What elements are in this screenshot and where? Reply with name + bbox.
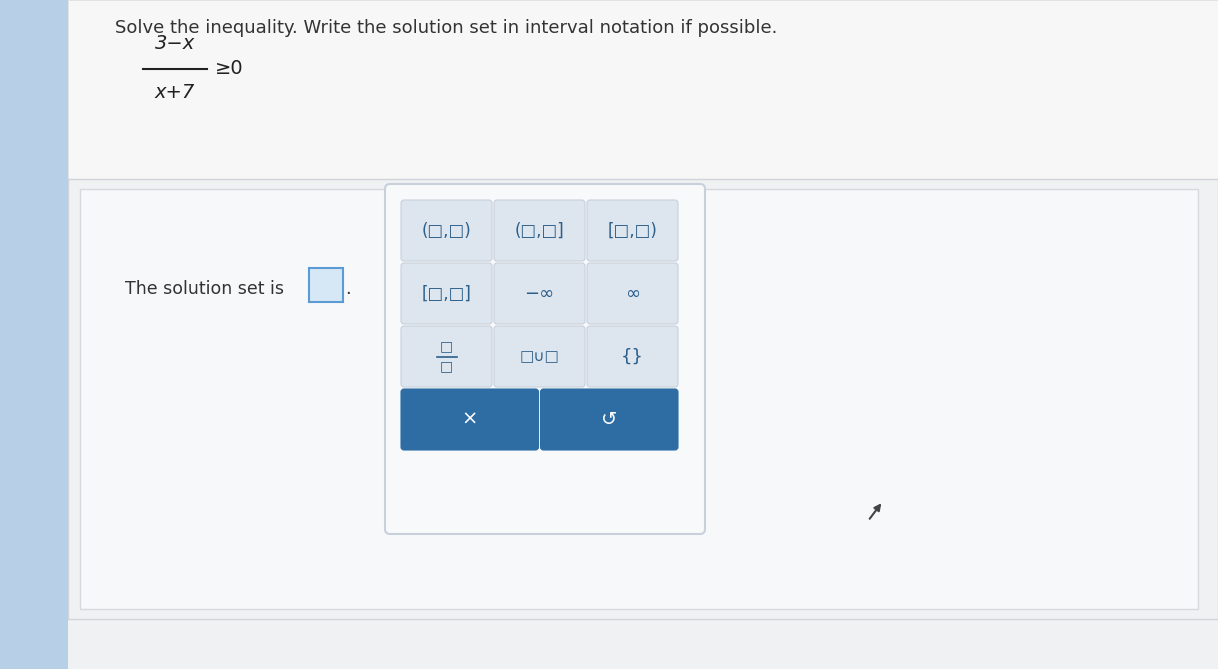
Text: [□,□]: [□,□] [421,284,471,302]
FancyBboxPatch shape [495,200,585,261]
FancyBboxPatch shape [495,263,585,324]
Text: −∞: −∞ [525,284,554,302]
Text: Solve the inequality. Write the solution set in interval notation if possible.: Solve the inequality. Write the solution… [114,19,777,37]
FancyBboxPatch shape [495,326,585,387]
Text: x+7: x+7 [155,83,195,102]
Text: □∪□: □∪□ [520,349,559,364]
Text: 3−x: 3−x [155,34,195,53]
FancyBboxPatch shape [80,189,1199,609]
FancyBboxPatch shape [401,326,492,387]
Text: ≥0: ≥0 [216,58,244,78]
FancyBboxPatch shape [587,326,678,387]
FancyBboxPatch shape [68,179,1218,619]
FancyBboxPatch shape [68,0,1218,179]
Text: (□,□): (□,□) [421,221,471,240]
Text: □: □ [440,339,453,353]
Text: ∞: ∞ [625,284,639,302]
FancyBboxPatch shape [541,389,678,450]
FancyBboxPatch shape [401,389,538,450]
FancyBboxPatch shape [587,263,678,324]
Text: ×: × [462,410,477,429]
Text: .: . [345,280,351,298]
FancyBboxPatch shape [401,263,492,324]
FancyBboxPatch shape [401,200,492,261]
FancyBboxPatch shape [587,200,678,261]
Text: [□,□): [□,□) [608,221,658,240]
FancyBboxPatch shape [0,0,68,669]
FancyBboxPatch shape [68,0,1218,669]
Text: ↺: ↺ [600,410,618,429]
Text: The solution set is: The solution set is [125,280,284,298]
FancyBboxPatch shape [309,268,343,302]
FancyBboxPatch shape [385,184,705,534]
Text: □: □ [440,359,453,373]
Text: {}: {} [621,347,644,365]
Text: (□,□]: (□,□] [515,221,564,240]
